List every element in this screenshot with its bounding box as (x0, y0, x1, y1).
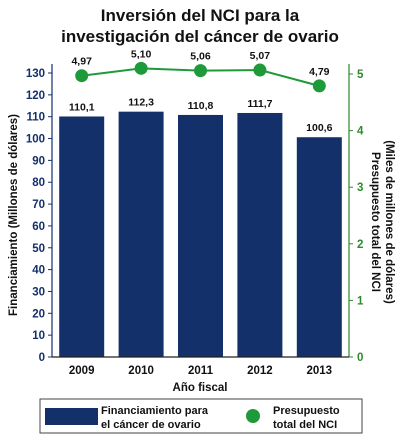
bar-2011 (178, 114, 223, 358)
x-tick-label-2009: 2009 (69, 365, 95, 377)
bar-2012 (237, 112, 283, 358)
y-left-tick-label-40: 40 (32, 265, 45, 277)
y-axis-right-title-line-2: (Miles de millones de dólares) (383, 140, 395, 304)
y-left-tick-label-100: 100 (26, 134, 45, 146)
legend-label-budget-line-2: total del NCI (273, 419, 337, 431)
line-layer: 4,97 5,10 5,06 5,07 4,79 (71, 48, 330, 93)
y-right-tick-label-4: 4 (357, 126, 364, 138)
x-tick-label-2013: 2013 (307, 365, 333, 377)
y-left-tick-label-80: 80 (32, 177, 45, 189)
x-tick-label-2011: 2011 (188, 365, 214, 377)
y-left-tick-label-30: 30 (32, 286, 45, 298)
bar-2010 (118, 111, 164, 357)
bar-value-label-2012: 111,7 (247, 98, 272, 110)
x-tick-label-2010: 2010 (128, 365, 154, 377)
budget-point-2012 (253, 63, 267, 77)
legend-swatch-funding (45, 408, 98, 425)
y-left-tick-label-90: 90 (32, 155, 45, 167)
budget-point-2011 (194, 64, 207, 78)
y-right-tick-label-1: 1 (357, 295, 364, 307)
y-axis-right-title-line-1: Presupuesto total del NCI (369, 152, 381, 292)
budget-value-label-2009: 4,97 (71, 56, 92, 68)
legend-label-funding-line-2: el cáncer de ovario (101, 419, 201, 431)
y-left-tick-label-20: 20 (32, 308, 45, 320)
bar-value-label-2009: 110,1 (69, 101, 95, 113)
budget-value-label-2013: 4,79 (309, 66, 330, 78)
budget-value-label-2012: 5,07 (250, 50, 271, 62)
chart-title-line-2: investigación del cáncer de ovario (61, 27, 339, 46)
bar-value-label-2011: 110,8 (188, 100, 214, 112)
y-axis-left-title: Financiamiento (Millones de dólares) (8, 114, 20, 316)
legend-label-funding-line-1: Financiamiento para (101, 405, 209, 417)
y-left-tick-label-50: 50 (32, 243, 45, 255)
bar-2013 (296, 137, 342, 357)
y-right-tick-label-3: 3 (357, 182, 363, 194)
y-right-tick-label-2: 2 (357, 239, 363, 251)
legend: Financiamiento para el cáncer de ovario … (39, 398, 363, 434)
x-tick-label-2012: 2012 (247, 365, 273, 377)
y-left-tick-label-0: 0 (39, 352, 45, 364)
legend-swatch-budget (246, 409, 260, 423)
y-left-tick-label-70: 70 (32, 199, 45, 211)
x-axis-title: Año fiscal (173, 382, 228, 394)
budget-value-label-2010: 5,10 (131, 48, 152, 60)
y-right-tick-label-0: 0 (357, 352, 363, 364)
budget-point-2009 (75, 69, 89, 83)
bar-value-label-2013: 100,6 (306, 122, 332, 134)
y-left-tick-label-60: 60 (32, 221, 45, 233)
bar-value-label-2010: 112,3 (128, 97, 154, 109)
y-left-tick-label-120: 120 (26, 90, 45, 102)
legend-label-budget-line-1: Presupuesto (273, 405, 340, 417)
budget-value-label-2011: 5,06 (190, 51, 211, 63)
axes-layer: 2009 2010 2011 2012 201301020304050607080901… (26, 64, 364, 377)
budget-point-2010 (134, 61, 148, 75)
y-left-tick-label-10: 10 (32, 330, 45, 342)
y-left-tick-label-110: 110 (26, 112, 45, 124)
y-right-tick-label-5: 5 (357, 69, 364, 81)
y-left-tick-label-130: 130 (26, 68, 45, 80)
bars-layer: 110,1 112,3 110,8 111,7 100,6 (59, 97, 342, 358)
budget-point-2013 (312, 79, 326, 93)
chart-title-line-1: Inversión del NCI para la (101, 6, 300, 25)
bar-2009 (59, 116, 105, 357)
